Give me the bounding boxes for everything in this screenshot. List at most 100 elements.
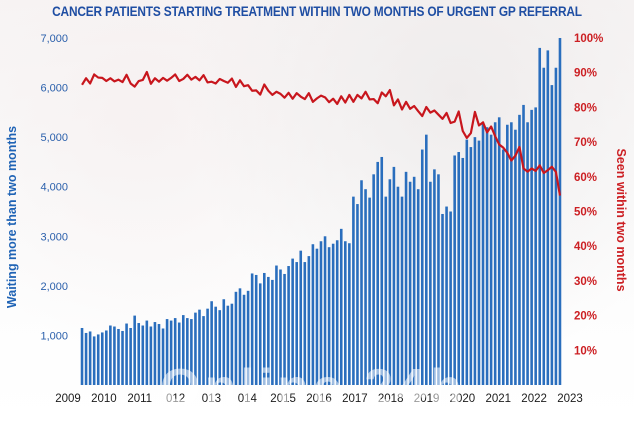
bar-31 <box>206 308 209 385</box>
x-tick-label: 2021 <box>486 393 512 405</box>
bar-80 <box>404 171 408 385</box>
y-left-tick-label: 3,000 <box>40 231 68 243</box>
bar-5 <box>100 332 104 385</box>
bar-19 <box>157 324 161 385</box>
bar-108 <box>518 114 521 385</box>
bar-47 <box>271 279 274 385</box>
bar-39 <box>238 288 242 385</box>
x-tick-label: 2009 <box>55 393 81 405</box>
y-left-tick-label: 7,000 <box>40 33 68 45</box>
bar-32 <box>210 301 213 385</box>
bar-18 <box>153 322 157 385</box>
x-tick-label: 014 <box>238 393 258 405</box>
bar-81 <box>408 181 412 385</box>
y-right-tick-label: 20% <box>574 311 597 323</box>
bar-24 <box>177 322 181 385</box>
bar-30 <box>202 316 205 385</box>
y-left-tick-label: 4,000 <box>40 182 68 194</box>
bar-76 <box>388 179 392 385</box>
bar-51 <box>287 266 290 385</box>
bar-6 <box>105 330 108 385</box>
bar-61 <box>327 247 331 385</box>
x-tick-label: 2022 <box>521 393 547 405</box>
bar-16 <box>145 320 149 385</box>
bar-52 <box>291 258 294 385</box>
bar-86 <box>429 181 432 385</box>
x-axis: 2009 2010 2011 012 013 014 2015 2016 2017 2018 201… <box>55 393 583 405</box>
bar-75 <box>384 196 388 385</box>
bar-118 <box>558 38 562 385</box>
x-tick-label: 2018 <box>378 393 404 405</box>
bar-89 <box>441 213 444 385</box>
bar-23 <box>173 318 177 385</box>
bar-29 <box>198 309 201 385</box>
y-left-tick-label: 1,000 <box>40 330 68 342</box>
bar-67 <box>352 196 355 385</box>
bar-25 <box>181 315 185 385</box>
x-tick-label: 2020 <box>450 393 476 405</box>
bar-60 <box>323 236 327 385</box>
bar-17 <box>149 326 153 385</box>
bar-9 <box>117 328 120 385</box>
bar-37 <box>230 303 234 385</box>
x-tick-label: 2016 <box>306 393 332 405</box>
bar-7 <box>109 325 112 385</box>
bar-110 <box>526 122 529 386</box>
bar-104 <box>501 149 505 385</box>
bar-100 <box>485 127 489 385</box>
bar-58 <box>315 248 319 385</box>
bar-34 <box>218 310 222 385</box>
bar-112 <box>534 107 537 386</box>
x-tick-label: 012 <box>166 393 185 405</box>
bar-8 <box>113 326 116 385</box>
bar-99 <box>481 123 485 385</box>
bar-49 <box>279 269 282 385</box>
bar-111 <box>530 109 533 385</box>
x-tick-label: 2017 <box>342 393 368 405</box>
bar-91 <box>449 211 452 385</box>
bar-93 <box>457 152 461 385</box>
y-right-tick-label: 10% <box>574 345 597 357</box>
x-tick-label: 2023 <box>557 393 583 405</box>
bar-15 <box>141 325 145 385</box>
bar-3 <box>92 336 96 385</box>
bar-21 <box>165 319 169 385</box>
bar-46 <box>267 276 270 385</box>
bar-13 <box>133 315 136 385</box>
bar-53 <box>295 262 298 385</box>
bar-63 <box>335 240 339 385</box>
bar-113 <box>538 47 542 385</box>
bar-0 <box>80 327 84 385</box>
line-series <box>81 70 562 196</box>
bar-101 <box>489 134 493 385</box>
bar-92 <box>453 155 456 385</box>
bar-48 <box>275 265 278 385</box>
bar-109 <box>522 104 525 386</box>
bar-66 <box>348 243 351 385</box>
bar-94 <box>461 157 465 385</box>
bar-50 <box>283 273 286 385</box>
bar-83 <box>416 189 420 385</box>
y-right-tick-label: 30% <box>574 276 597 288</box>
bar-105 <box>506 124 509 385</box>
seen-within-two-months-line <box>81 70 562 196</box>
bar-74 <box>380 156 384 385</box>
y-left-tick-label: 6,000 <box>40 83 68 95</box>
bar-82 <box>412 176 416 385</box>
bar-98 <box>477 140 481 385</box>
bar-107 <box>514 129 517 385</box>
x-tick-label: 2010 <box>91 393 117 405</box>
bar-85 <box>425 134 428 385</box>
bar-27 <box>190 319 193 385</box>
y-left-tick-label: 2,000 <box>40 281 68 293</box>
bar-71 <box>368 197 371 385</box>
bar-65 <box>344 241 347 385</box>
bar-57 <box>311 244 315 385</box>
bar-11 <box>125 323 128 385</box>
bar-44 <box>258 283 262 385</box>
bar-114 <box>542 67 546 386</box>
bar-41 <box>246 290 250 385</box>
bar-1 <box>84 332 88 385</box>
bar-103 <box>497 117 501 385</box>
